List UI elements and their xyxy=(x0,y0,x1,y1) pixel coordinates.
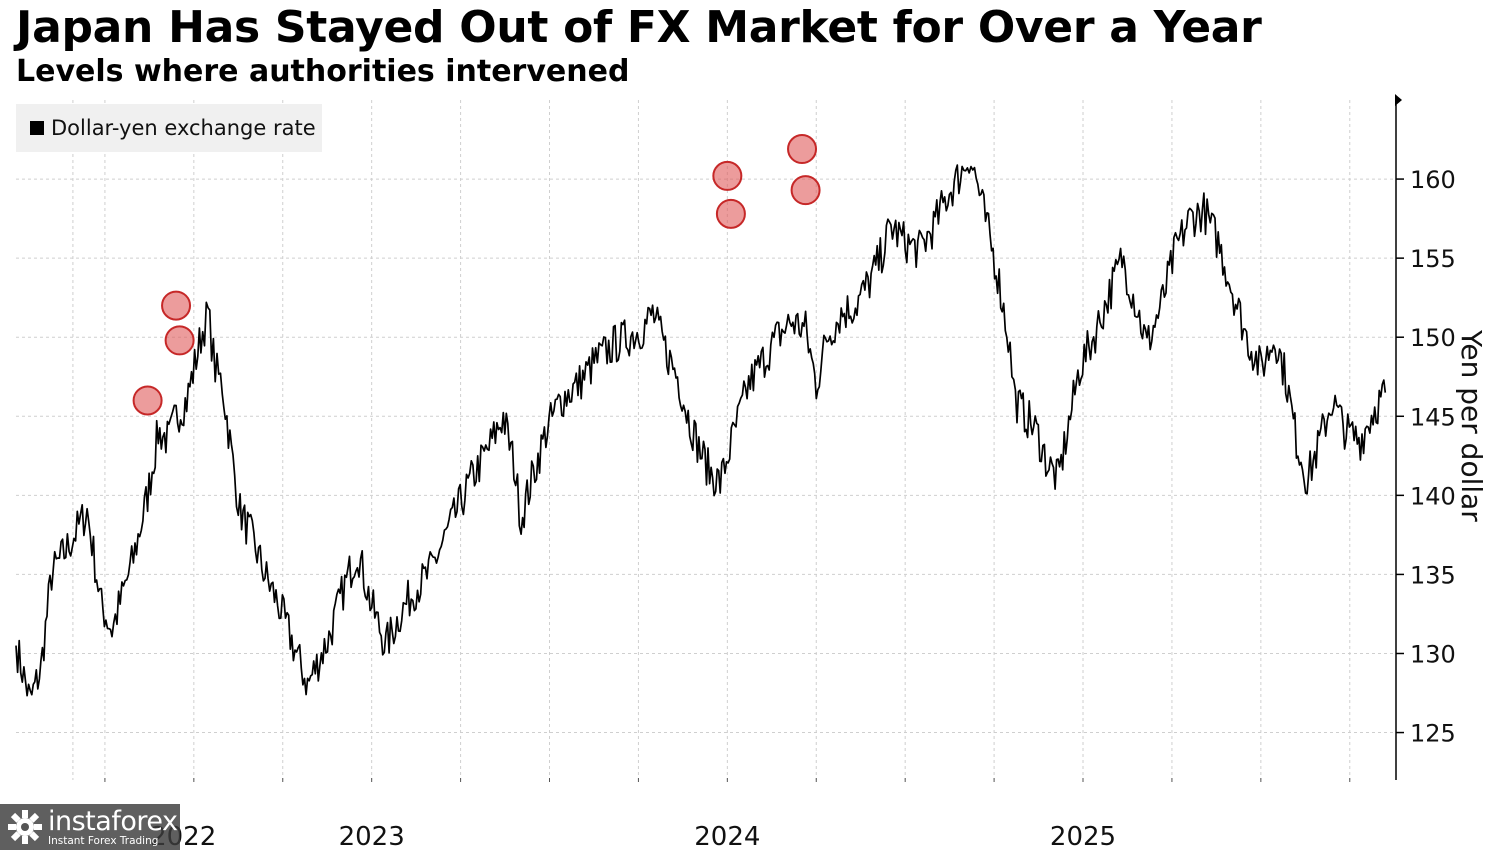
price-series xyxy=(15,164,1387,697)
y-tick-label: 160 xyxy=(1410,166,1456,194)
chart-grid xyxy=(16,100,1396,780)
x-tick-label: 2024 xyxy=(694,822,760,850)
intervention-marker xyxy=(164,325,195,356)
legend-swatch xyxy=(30,121,44,135)
chart-legend: Dollar-yen exchange rate xyxy=(16,104,322,152)
y-axis-label: Yen per dollar xyxy=(1455,329,1488,522)
x-tick-label: 2025 xyxy=(1050,822,1116,850)
intervention-marker xyxy=(715,198,746,229)
intervention-marker xyxy=(787,134,818,165)
y-tick-label: 140 xyxy=(1410,482,1456,510)
y-tick-label: 135 xyxy=(1410,561,1456,589)
x-tick-label: 2023 xyxy=(339,822,405,850)
intervention-marker xyxy=(132,385,163,416)
chart-title: Japan Has Stayed Out of FX Market for Ov… xyxy=(16,2,1262,53)
watermark-brand: instaforex xyxy=(48,805,178,837)
y-tick-label: 145 xyxy=(1410,403,1456,431)
y-axis-arrow xyxy=(1395,94,1402,106)
series-line xyxy=(15,164,1387,697)
intervention-marker xyxy=(790,175,821,206)
y-tick-label: 155 xyxy=(1410,245,1456,273)
y-tick-label: 130 xyxy=(1410,640,1456,668)
y-axis: 125 130 135 140 145 150 155 160 Yen per dollar xyxy=(1395,94,1488,780)
chart-subtitle: Levels where authorities intervened xyxy=(16,54,630,89)
y-tick-label: 150 xyxy=(1410,324,1456,352)
legend-label: Dollar-yen exchange rate xyxy=(51,116,316,140)
watermark: instaforex Instant Forex Trading xyxy=(0,804,180,850)
intervention-marker xyxy=(161,290,192,321)
intervention-markers xyxy=(132,134,821,416)
y-tick-label: 125 xyxy=(1410,720,1456,748)
intervention-marker xyxy=(712,160,743,191)
watermark-tagline: Instant Forex Trading xyxy=(48,834,159,847)
watermark-gear-icon xyxy=(8,810,42,844)
